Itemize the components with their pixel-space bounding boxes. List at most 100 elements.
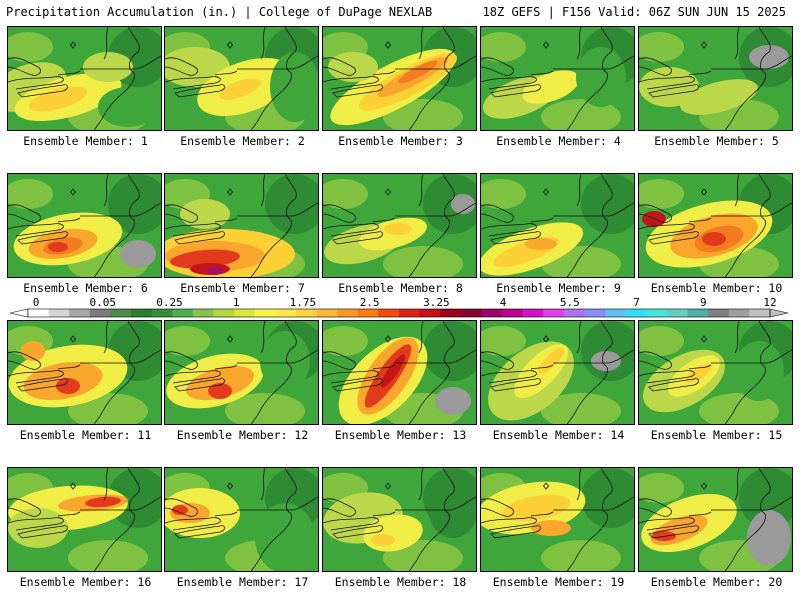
colorbar-swatch (419, 309, 441, 317)
ensemble-member-4-map (480, 26, 635, 131)
colorbar-swatch (584, 309, 606, 317)
map-outline (8, 204, 41, 223)
station-marker-icon (542, 41, 550, 49)
map-outline (734, 468, 740, 501)
colorbar-tick-label: 7 (633, 296, 640, 309)
map-outline (80, 55, 161, 70)
ensemble-member-3-map (322, 26, 477, 131)
precip-contour (120, 240, 156, 268)
map-outline (165, 351, 198, 370)
precip-contour (21, 341, 45, 361)
ensemble-member-15-map (638, 320, 793, 425)
map-outline (553, 496, 634, 511)
ensemble-member-label: Ensemble Member: 5 (654, 134, 779, 148)
ensemble-member-18-map (322, 467, 477, 572)
map-outline (174, 84, 225, 98)
map-outline (323, 498, 356, 517)
map-outline (372, 217, 396, 223)
precip-contour (48, 242, 68, 252)
map-outline (639, 351, 672, 370)
map-outline (639, 370, 695, 384)
precip-contour (576, 47, 626, 107)
map-outline (57, 364, 81, 370)
map-outline (648, 378, 699, 392)
colorbar-swatch (48, 309, 70, 317)
map-outline (395, 496, 476, 511)
map-outline (566, 27, 613, 130)
precip-contour (384, 223, 412, 235)
ensemble-member-9-map (480, 173, 635, 278)
colorbar-swatch (316, 309, 338, 317)
station-marker-icon (226, 188, 234, 196)
map-outline (103, 321, 109, 354)
colorbar-swatch (275, 309, 297, 317)
map-outline (8, 223, 64, 237)
map-outline (260, 174, 266, 207)
map-outline (8, 57, 41, 76)
colorbar-swatch (399, 309, 421, 317)
map-outline (576, 174, 582, 207)
ensemble-member-14-map (480, 320, 635, 425)
map-outline (530, 217, 554, 223)
precip-contour (8, 508, 68, 548)
colorbar-swatch (192, 309, 214, 317)
colorbar-swatch (625, 309, 647, 317)
ensemble-member-16-map (7, 467, 162, 572)
map-outline (724, 27, 771, 130)
colorbar-swatch (543, 309, 565, 317)
map-outline (418, 468, 424, 501)
ensemble-member-19-map (480, 467, 635, 572)
precip-contour (522, 70, 580, 104)
map-outline (408, 174, 455, 277)
precip-contour (435, 387, 471, 415)
map-outline (103, 174, 109, 207)
map-outline (711, 55, 792, 70)
map-outline (724, 174, 771, 277)
ensemble-member-17-map (164, 467, 319, 572)
map-outline (576, 321, 582, 354)
ensemble-member-label: Ensemble Member: 9 (496, 281, 621, 295)
map-outline (237, 55, 318, 70)
station-marker-icon (69, 188, 77, 196)
precip-contour (260, 331, 310, 391)
map-outline (165, 57, 198, 76)
map-outline (323, 370, 379, 384)
map-outline (648, 525, 699, 539)
map-outline (639, 498, 672, 517)
ensemble-member-label: Ensemble Member: 17 (176, 575, 309, 589)
colorbar-swatch (646, 309, 668, 317)
station-marker-icon (226, 41, 234, 49)
map-outline (323, 57, 356, 76)
colorbar-tick-label: 2.5 (360, 296, 380, 309)
station-marker-icon (700, 335, 708, 343)
colorbar-swatch (28, 309, 50, 317)
ensemble-member-label: Ensemble Member: 1 (23, 134, 148, 148)
map-outline (724, 468, 771, 571)
map-outline (408, 27, 455, 130)
map-outline (566, 321, 613, 424)
map-outline (734, 27, 740, 60)
map-outline (214, 70, 238, 76)
station-marker-icon (384, 188, 392, 196)
map-outline (688, 217, 712, 223)
colorbar-swatch (522, 309, 544, 317)
precip-contour (170, 249, 240, 269)
map-outline (372, 364, 396, 370)
precip-contour (98, 87, 158, 127)
precip-contour (85, 496, 121, 508)
station-marker-icon (700, 482, 708, 490)
precip-contour (83, 52, 133, 82)
colorbar-swatch (295, 309, 318, 317)
map-outline (481, 498, 514, 517)
map-outline (165, 76, 221, 90)
colorbar-tick-label: 3.25 (423, 296, 450, 309)
map-outline (250, 321, 297, 424)
map-outline (724, 321, 771, 424)
precip-contour (734, 341, 784, 401)
precip-contour (255, 503, 315, 571)
map-outline (481, 204, 514, 223)
colorbar-swatch (708, 309, 730, 317)
colorbar-swatch (378, 309, 400, 317)
precip-contour (28, 86, 88, 112)
map-outline (530, 364, 554, 370)
